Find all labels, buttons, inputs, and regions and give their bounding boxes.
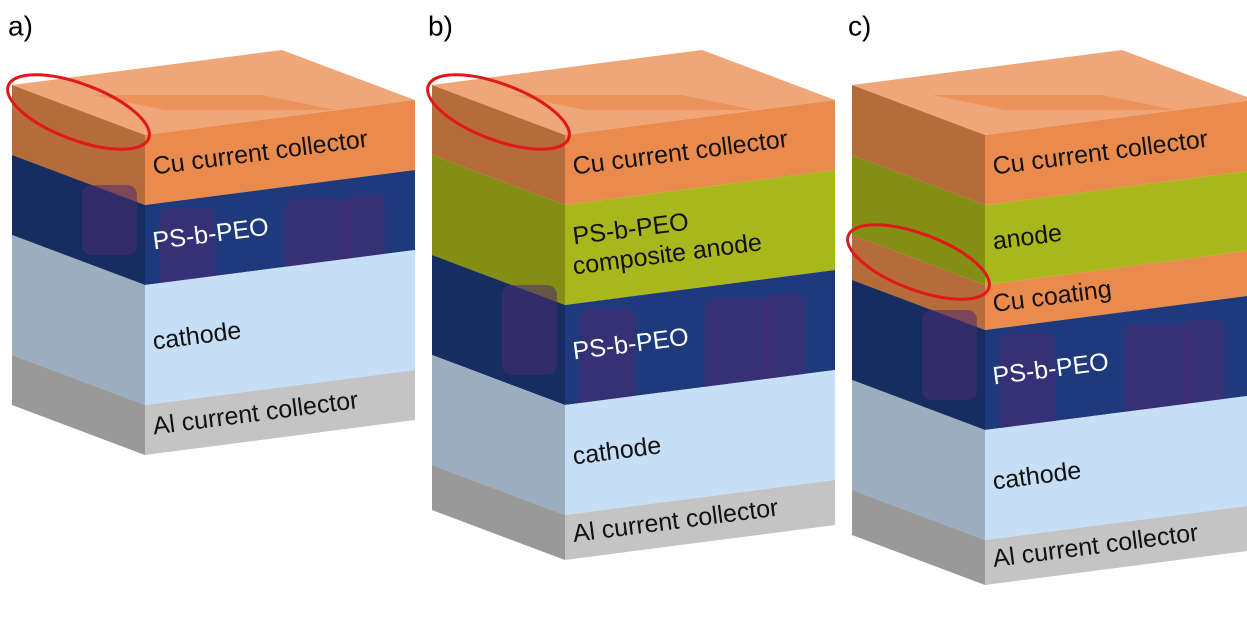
layer-side-shade: [432, 355, 565, 515]
layer-side: [852, 85, 985, 205]
top-face: [432, 50, 835, 135]
cylinder: [922, 310, 977, 400]
panel-label: a): [8, 10, 33, 41]
layer-side: [12, 355, 145, 455]
top-face-inner: [932, 95, 1175, 110]
layer: Cu current collector: [432, 85, 835, 205]
layer: Cu coating: [852, 235, 1247, 330]
layer-side-shade: [12, 235, 145, 405]
layer-side: [12, 85, 145, 205]
layer-front: [985, 251, 1247, 330]
layer-front: [985, 506, 1247, 585]
layer-side: [852, 155, 985, 285]
layer: cathode: [432, 355, 835, 515]
layer-front: [565, 370, 835, 515]
top-face: [852, 50, 1247, 135]
layer: anode: [852, 155, 1247, 285]
layer-side-shade: [12, 355, 145, 455]
top-face-inner: [512, 95, 755, 110]
layer-side-shade: [432, 85, 565, 205]
layer-side-shade: [852, 235, 985, 330]
layer-side: [12, 235, 145, 405]
layer-front: [985, 171, 1247, 285]
layer-side-shade: [852, 490, 985, 585]
cylinder: [160, 207, 215, 298]
cylinder: [580, 307, 635, 418]
cylinder: [502, 285, 557, 375]
highlight-ellipse: [6, 73, 151, 151]
layer-side-shade: [852, 85, 985, 205]
layer-front: [145, 250, 415, 405]
highlight-ellipse: [426, 73, 571, 151]
layer-front: [565, 480, 835, 560]
layer-side-shade: [432, 465, 565, 560]
panel-label: b): [428, 10, 453, 41]
layer-front: [565, 170, 835, 305]
panel-label: c): [848, 10, 871, 41]
layer-side-shade: [852, 380, 985, 540]
layer-side: [852, 235, 985, 330]
cylinder: [1000, 332, 1055, 443]
layer-side-shade: [12, 85, 145, 205]
layer-side: [432, 355, 565, 515]
layer-side: [852, 380, 985, 540]
layer: cathode: [12, 235, 415, 405]
layer-front: [985, 396, 1247, 540]
cylinder: [82, 185, 137, 255]
layer-front: [985, 101, 1247, 205]
layer-front: [145, 370, 415, 455]
top-face: [12, 50, 415, 135]
layer-side: [432, 465, 565, 560]
layer-side-shade: [852, 155, 985, 285]
layer: Al current collector: [12, 355, 415, 455]
layer: cathode: [852, 380, 1247, 540]
layer-side: [432, 85, 565, 205]
highlight-ellipse: [846, 223, 991, 301]
layer: Cu current collector: [852, 85, 1247, 205]
layer-side: [852, 490, 985, 585]
top-face-inner: [92, 95, 335, 110]
